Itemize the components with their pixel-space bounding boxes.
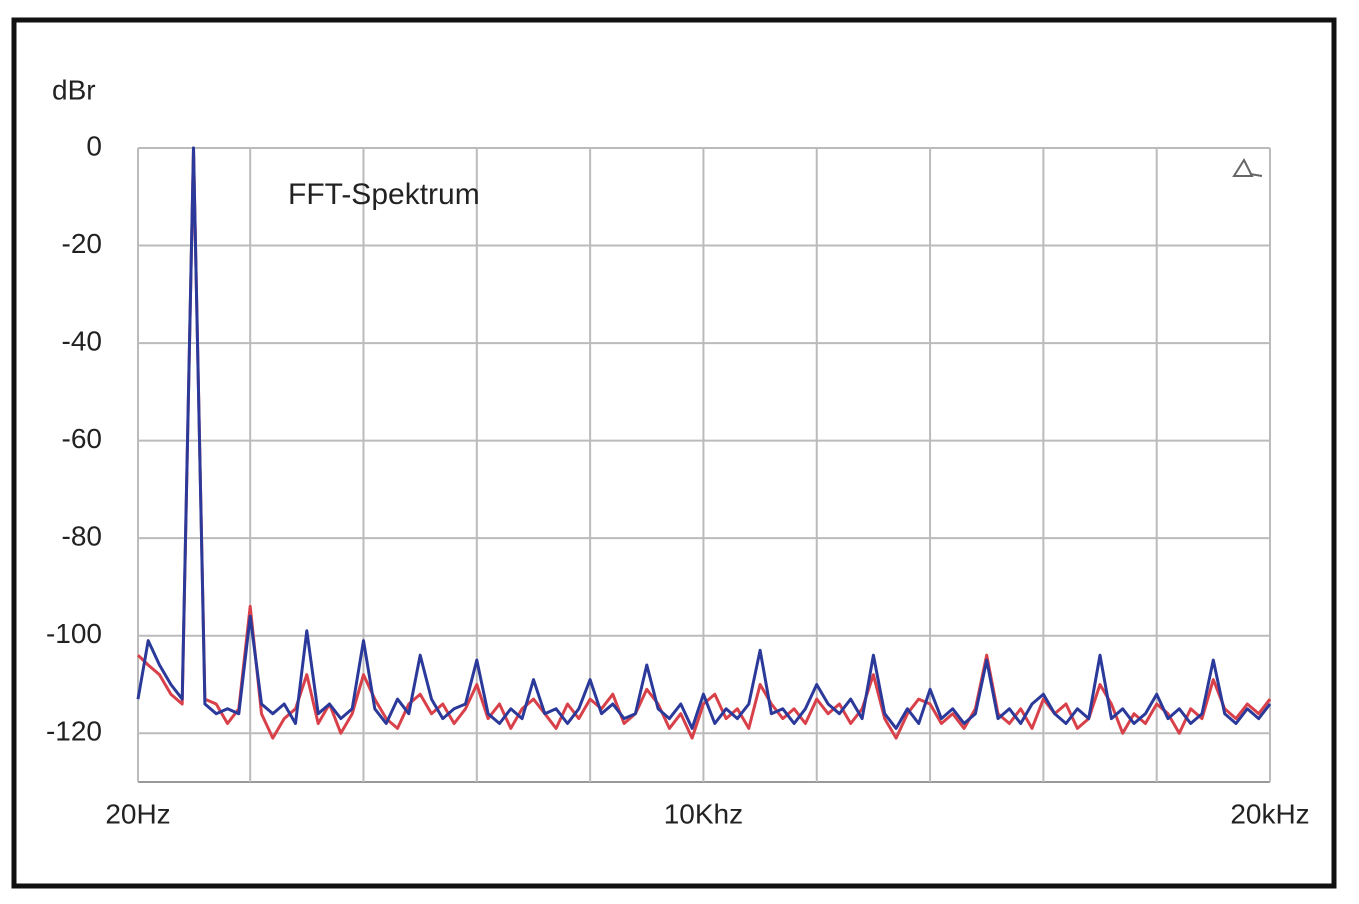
y-tick-label: -120 xyxy=(46,716,102,747)
series-line xyxy=(136,146,1272,730)
chart-title: FFT-Spektrum xyxy=(288,178,480,211)
y-tick-label: 0 xyxy=(86,130,102,161)
y-tick-label: -40 xyxy=(62,325,102,356)
y-tick-label: -20 xyxy=(62,228,102,259)
plot xyxy=(136,146,1272,740)
frame xyxy=(11,17,1337,889)
y-axis-label: dBr xyxy=(52,74,96,105)
y-tick-label: -100 xyxy=(46,618,102,649)
x-tick-label: 20Hz xyxy=(105,798,170,829)
series-line xyxy=(136,146,1272,740)
y-tick-label: -80 xyxy=(62,521,102,552)
x-tick-label: 20kHz xyxy=(1230,798,1309,829)
grid xyxy=(137,147,1271,783)
x-tick-label: 10Khz xyxy=(664,798,743,829)
y-tick-label: -60 xyxy=(62,423,102,454)
logo-icon xyxy=(1232,157,1263,177)
